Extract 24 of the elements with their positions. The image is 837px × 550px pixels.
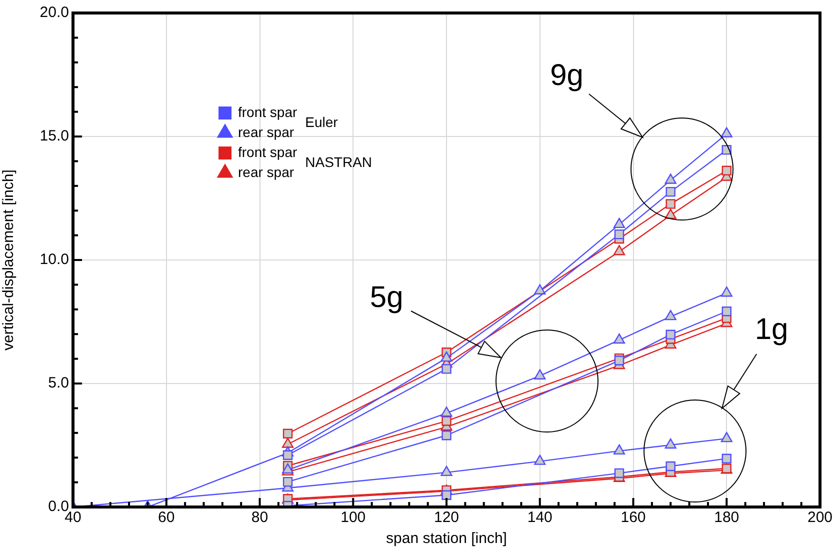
y-axis-title: vertical-displacement [inch] xyxy=(0,170,18,350)
y-tick-label: 20.0 xyxy=(40,4,69,22)
x-tick-label: 60 xyxy=(158,509,175,526)
legend-label: rear spar xyxy=(238,124,294,140)
x-axis-title: span station [inch] xyxy=(386,530,507,548)
annotation: NASTRAN xyxy=(305,154,372,170)
x-tick-label: 140 xyxy=(527,509,552,526)
x-tick-label: 160 xyxy=(620,509,646,526)
y-tick-label: 5.0 xyxy=(48,374,69,392)
legend-label: front spar xyxy=(238,144,298,160)
legend-label: front spar xyxy=(238,104,298,120)
legend-label: rear spar xyxy=(238,164,294,180)
annotation: 9g xyxy=(550,59,584,92)
x-tick-label: 200 xyxy=(807,509,833,526)
y-tick-label: 15.0 xyxy=(40,128,69,145)
y-tick-label: 10.0 xyxy=(40,251,69,268)
x-tick-label: 180 xyxy=(714,509,740,526)
x-tick-label: 120 xyxy=(434,509,460,526)
annotation: 5g xyxy=(370,281,404,314)
annotation: 1g xyxy=(754,313,788,346)
x-tick-label: 100 xyxy=(340,509,366,526)
y-tick-label: 0.0 xyxy=(48,498,69,516)
x-tick-label: 80 xyxy=(251,509,268,526)
annotation: Euler xyxy=(305,114,338,130)
